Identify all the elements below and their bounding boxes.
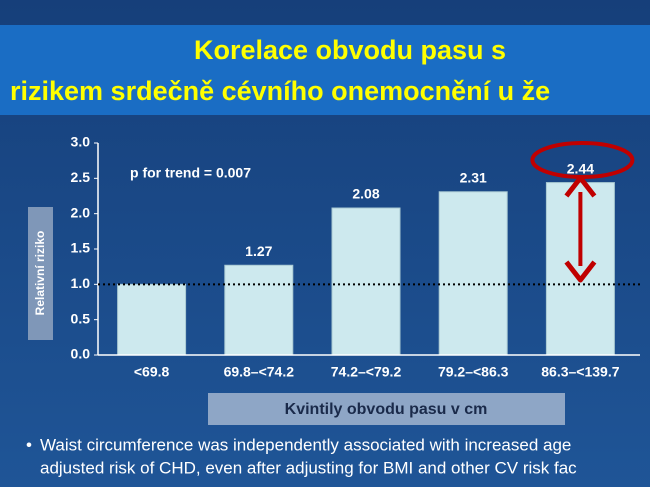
y-tick-label: 2.0 xyxy=(71,204,91,220)
value-label: 2.44 xyxy=(567,160,594,176)
title-line: Korelace obvodu pasu s xyxy=(194,35,506,65)
bullet-text: adjusted risk of CHD, even after adjusti… xyxy=(40,458,577,477)
value-label: 2.31 xyxy=(460,169,487,185)
arrow-head xyxy=(564,175,597,198)
y-tick-label: 2.5 xyxy=(71,169,91,185)
y-tick-label: 1.5 xyxy=(71,240,91,256)
y-tick-label: 0.5 xyxy=(71,310,91,326)
x-tick-label: 69.8–<74.2 xyxy=(224,364,295,380)
value-label: 1.27 xyxy=(245,243,272,259)
x-tick-label: <69.8 xyxy=(134,364,170,380)
x-tick-label: 74.2–<79.2 xyxy=(331,364,402,380)
bullet-marker: • xyxy=(26,435,32,454)
y-label-box xyxy=(28,207,53,340)
y-tick-label: 1.0 xyxy=(71,275,91,291)
bar xyxy=(331,207,401,356)
x-label-box xyxy=(208,393,565,425)
x-axis-label: Kvintily obvodu pasu v cm xyxy=(285,401,488,418)
y-axis-label: Relativní riziko xyxy=(33,231,47,316)
y-tick-label: 0.0 xyxy=(71,346,91,362)
value-label: 2.08 xyxy=(352,186,379,202)
bullet-text: Waist circumference was independently as… xyxy=(40,435,571,454)
annotation: p for trend = 0.007 xyxy=(130,165,251,181)
plot: 0.0 0.5 1.0 1.5 2.0 2.5 3.0 <69.8 69.8–<74.2 1.27… xyxy=(71,134,640,380)
bar xyxy=(117,283,187,356)
arrow-head xyxy=(564,260,597,283)
bar xyxy=(438,191,508,356)
x-tick-label: 86.3–<139.7 xyxy=(541,364,619,380)
title-band xyxy=(0,25,650,115)
y-tick-label: 3.0 xyxy=(71,134,91,150)
bar xyxy=(224,264,294,356)
x-tick-label: 79.2–<86.3 xyxy=(438,364,509,380)
title-line: rizikem srdečně cévního onemocnění u že xyxy=(10,76,550,106)
